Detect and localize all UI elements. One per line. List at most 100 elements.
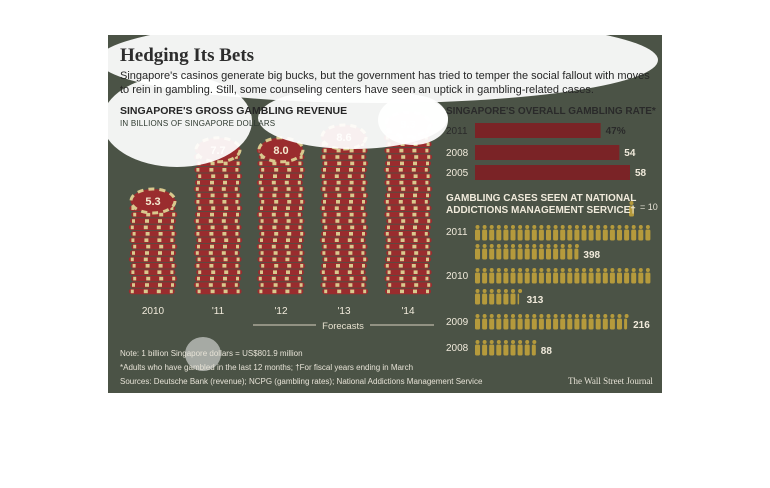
cases-figure-1-10 bbox=[546, 268, 551, 284]
page-subtitle: Singapore's casinos generate big bucks, … bbox=[120, 70, 650, 96]
cases-figure-3-0 bbox=[475, 340, 480, 356]
cases-figure-3-2 bbox=[489, 340, 495, 356]
cases-figure-3-1 bbox=[482, 340, 488, 356]
revenue-bar-3 bbox=[319, 135, 369, 295]
rate-category-label-2: 2005 bbox=[446, 168, 469, 179]
cases-figure-1-24 bbox=[645, 268, 651, 284]
cases-figure-2-16 bbox=[588, 314, 594, 330]
cases-figure-0-22 bbox=[631, 225, 637, 241]
cases-figure-0-12 bbox=[560, 225, 566, 241]
revenue-category-label-3: '13 bbox=[337, 306, 350, 317]
revenue-bar-0 bbox=[128, 199, 178, 295]
cases-figure-0-30 bbox=[510, 244, 516, 260]
footer-footnote: *Adults who have gambled in the last 12 … bbox=[120, 363, 414, 372]
cases-figure-1-18 bbox=[602, 268, 608, 284]
cases-chart-title-line1: GAMBLING CASES SEEN AT NATIONAL bbox=[446, 193, 637, 204]
cases-figure-0-2 bbox=[489, 225, 495, 241]
cases-figure-1-26 bbox=[482, 289, 488, 305]
cases-figure-2-4 bbox=[503, 314, 509, 330]
cases-figure-1-29 bbox=[503, 289, 509, 305]
cases-figure-0-27 bbox=[489, 244, 495, 260]
cases-figure-3-5 bbox=[510, 340, 516, 356]
cases-figure-1-7 bbox=[524, 268, 530, 284]
cases-figure-3-6 bbox=[517, 340, 523, 356]
cases-figure-1-31 bbox=[517, 289, 523, 305]
cases-figure-2-10 bbox=[546, 314, 551, 330]
cases-figure-0-35 bbox=[546, 244, 551, 260]
cases-figure-0-37 bbox=[560, 244, 566, 260]
cases-figure-2-17 bbox=[595, 314, 601, 330]
revenue-value-label-3: 8.6 bbox=[336, 132, 351, 144]
cases-figure-1-11 bbox=[553, 268, 559, 284]
cases-legend-icon bbox=[629, 201, 634, 217]
cases-figure-1-20 bbox=[617, 268, 622, 284]
rate-category-label-0: 2011 bbox=[446, 126, 468, 137]
cases-figure-0-26 bbox=[482, 244, 488, 260]
cases-figure-0-5 bbox=[510, 225, 516, 241]
cases-value-label-1: 313 bbox=[527, 295, 544, 306]
footer-credit: The Wall Street Journal bbox=[568, 376, 653, 386]
page-title: Hedging Its Bets bbox=[120, 45, 255, 66]
cases-figure-0-36 bbox=[553, 244, 559, 260]
cases-figure-1-19 bbox=[609, 268, 615, 284]
cases-figure-0-29 bbox=[503, 244, 509, 260]
cases-figure-3-8 bbox=[531, 340, 537, 356]
cases-figure-2-8 bbox=[531, 314, 537, 330]
cases-figure-2-18 bbox=[602, 314, 608, 330]
cases-figure-2-13 bbox=[567, 314, 573, 330]
cases-figure-2-12 bbox=[560, 314, 566, 330]
cases-value-label-0: 398 bbox=[583, 250, 600, 261]
cases-figure-1-4 bbox=[503, 268, 509, 284]
cases-figure-0-6 bbox=[517, 225, 523, 241]
revenue-chart-unit: IN BILLIONS OF SINGAPORE DOLLARS bbox=[120, 119, 276, 128]
cases-figure-0-18 bbox=[602, 225, 608, 241]
cases-figure-1-28 bbox=[496, 289, 502, 305]
cases-figure-0-15 bbox=[581, 225, 587, 241]
cases-chart-title-line2: ADDICTIONS MANAGEMENT SERVICE† bbox=[446, 205, 636, 216]
cases-figure-0-33 bbox=[531, 244, 537, 260]
revenue-category-label-0: 2010 bbox=[142, 306, 165, 317]
cases-figure-1-21 bbox=[624, 268, 630, 284]
cases-figure-0-13 bbox=[567, 225, 573, 241]
footer-note: Note: 1 billion Singapore dollars = US$8… bbox=[120, 349, 303, 358]
revenue-category-label-1: '11 bbox=[212, 306, 225, 317]
rate-value-label-1: 54 bbox=[624, 148, 636, 159]
cases-figure-0-9 bbox=[538, 225, 544, 241]
cases-figure-0-24 bbox=[645, 225, 651, 241]
revenue-value-label-0: 5.3 bbox=[145, 196, 160, 208]
revenue-value-label-2: 8.0 bbox=[273, 145, 288, 157]
revenue-bar-2 bbox=[256, 147, 306, 295]
cases-figure-0-20 bbox=[617, 225, 622, 241]
revenue-chart-title: SINGAPORE'S GROSS GAMBLING REVENUE bbox=[120, 105, 348, 117]
cases-figure-1-9 bbox=[538, 268, 544, 284]
cases-figure-0-23 bbox=[638, 225, 644, 241]
cases-figure-1-22 bbox=[631, 268, 637, 284]
rate-bar-2 bbox=[475, 165, 630, 180]
cases-figure-0-14 bbox=[574, 225, 580, 241]
rate-value-label-0: 47% bbox=[606, 126, 626, 137]
revenue-category-label-2: '12 bbox=[274, 306, 287, 317]
footer-sources: Sources: Deutsche Bank (revenue); NCPG (… bbox=[120, 377, 483, 386]
cases-figure-2-6 bbox=[517, 314, 523, 330]
cases-figure-0-34 bbox=[538, 244, 544, 260]
cases-figure-1-15 bbox=[581, 268, 587, 284]
cases-figure-2-14 bbox=[574, 314, 580, 330]
cases-figure-0-32 bbox=[524, 244, 530, 260]
cases-figure-2-9 bbox=[538, 314, 544, 330]
cases-figure-1-23 bbox=[638, 268, 644, 284]
cases-figure-0-38 bbox=[567, 244, 573, 260]
cases-figure-2-1 bbox=[482, 314, 488, 330]
cases-category-label-1: 2010 bbox=[446, 271, 469, 282]
revenue-bar-1 bbox=[193, 147, 243, 295]
cases-figure-1-25 bbox=[475, 289, 480, 305]
cases-figure-2-2 bbox=[489, 314, 495, 330]
cases-figure-2-20 bbox=[617, 314, 622, 330]
rate-chart-title: SINGAPORE'S OVERALL GAMBLING RATE* bbox=[446, 106, 656, 117]
rate-category-label-1: 2008 bbox=[446, 148, 469, 159]
rate-value-label-2: 58 bbox=[635, 168, 647, 179]
cases-figure-0-7 bbox=[524, 225, 530, 241]
cases-category-label-0: 2011 bbox=[446, 227, 468, 238]
cases-category-label-2: 2009 bbox=[446, 317, 469, 328]
cases-figure-1-6 bbox=[517, 268, 523, 284]
cases-figure-2-3 bbox=[496, 314, 502, 330]
